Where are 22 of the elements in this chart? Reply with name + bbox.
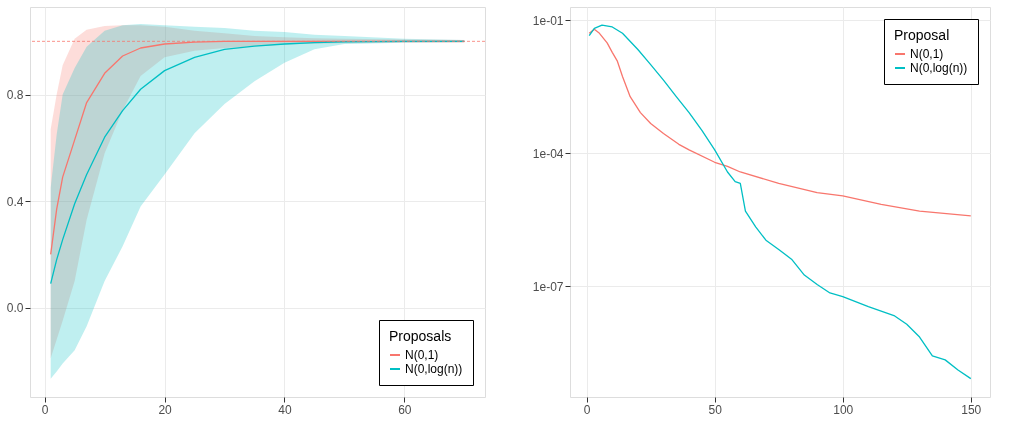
y-tick-label: 1e-01 xyxy=(532,13,564,28)
x-tick-label: 60 xyxy=(398,402,412,417)
x-tick-label: 100 xyxy=(833,402,854,417)
x-tick-label: 20 xyxy=(158,402,173,417)
y-tick-label: 0.8 xyxy=(6,88,24,103)
x-tick-label: 150 xyxy=(961,402,982,417)
y-tick-label: 0.0 xyxy=(6,301,24,316)
legend-label: N(0,log(n)) xyxy=(910,61,968,75)
y-tick-label: 1e-04 xyxy=(532,146,564,161)
x-tick-label: 40 xyxy=(278,402,292,417)
legend-title: Proposals xyxy=(389,328,452,344)
legend-label: N(0,log(n)) xyxy=(405,362,463,376)
legend-label: N(0,1) xyxy=(405,348,439,362)
legend-label: N(0,1) xyxy=(910,47,944,61)
y-tick-label: 1e-07 xyxy=(532,279,564,294)
line-series xyxy=(588,28,972,217)
legend-title: Proposal xyxy=(894,27,950,43)
line-series xyxy=(588,24,972,380)
x-tick-label: 0 xyxy=(41,402,49,417)
y-tick-label: 0.4 xyxy=(6,194,24,209)
x-tick-label: 0 xyxy=(583,402,591,417)
x-tick-label: 50 xyxy=(708,402,723,417)
